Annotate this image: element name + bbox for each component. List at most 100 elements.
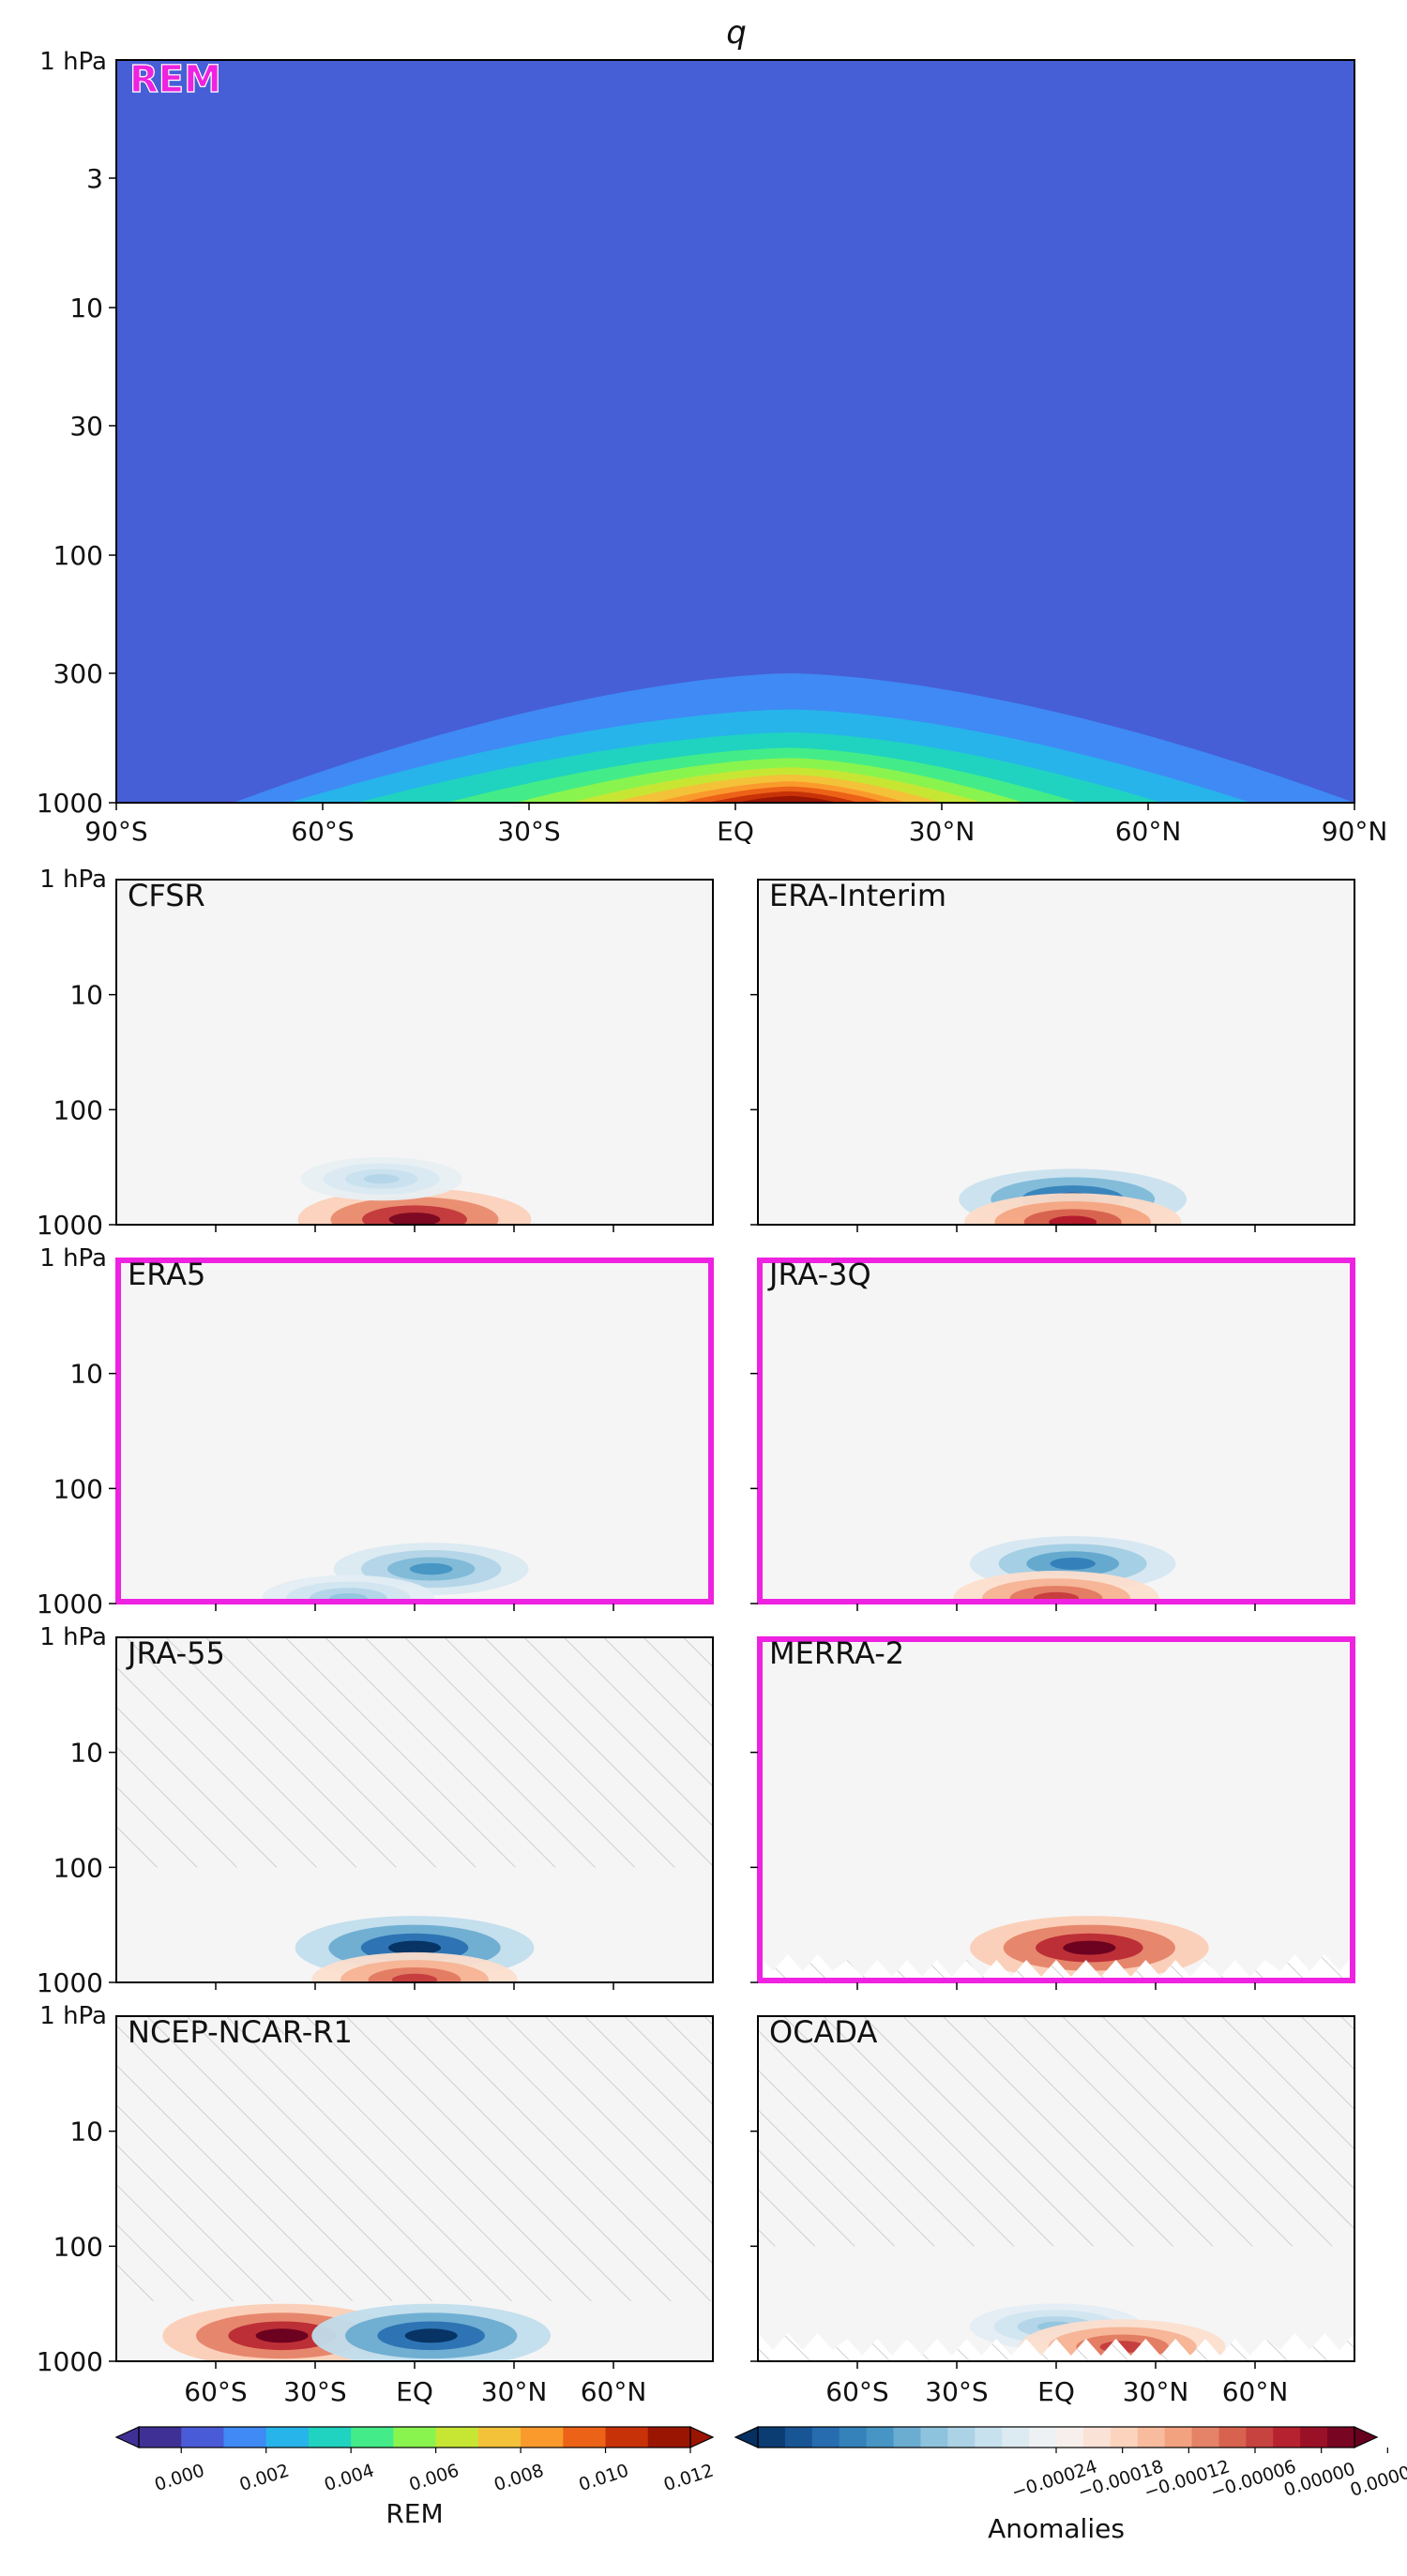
panel-label: CFSR bbox=[128, 878, 205, 913]
y-tick-label: 1 hPa bbox=[39, 48, 107, 76]
colorbar-segment bbox=[758, 2427, 786, 2448]
x-tick-label: 90°N bbox=[1322, 816, 1388, 847]
colorbar-extend-high bbox=[689, 2426, 715, 2448]
x-tick-label: 90°S bbox=[84, 816, 147, 847]
panel-label: JRA-3Q bbox=[767, 1257, 871, 1292]
colorbar-segment bbox=[1246, 2427, 1274, 2448]
colorbar-frame bbox=[138, 2426, 691, 2448]
colorbar-segment bbox=[1082, 2427, 1112, 2448]
anomaly-contour bbox=[391, 1973, 438, 1982]
colorbar-segment bbox=[308, 2427, 352, 2448]
panel-merra-2: MERRA-2 bbox=[750, 1635, 1355, 1990]
x-tick-label: 30°N bbox=[481, 2376, 548, 2407]
anomaly-contour bbox=[1050, 1558, 1096, 1570]
colorbar-segment bbox=[1218, 2427, 1247, 2448]
panel-label: ERA5 bbox=[128, 1257, 205, 1292]
panel-rem-label: REM bbox=[129, 58, 221, 101]
colorbar-segment bbox=[351, 2427, 394, 2448]
colorbar-segment bbox=[839, 2427, 868, 2448]
y-tick-label: 100 bbox=[53, 2231, 103, 2262]
x-tick-label: EQ bbox=[717, 816, 754, 847]
colorbar-label: Anomalies bbox=[988, 2513, 1125, 2544]
anomaly-contour bbox=[363, 1174, 400, 1184]
colorbar-segment bbox=[139, 2427, 182, 2448]
x-tick-label: 30°N bbox=[909, 816, 976, 847]
anomaly-contour bbox=[1063, 1940, 1116, 1955]
x-tick-label: 30°S bbox=[925, 2376, 988, 2407]
x-tick-label: 60°N bbox=[581, 2376, 647, 2407]
panel-ncep-ncar-r1: NCEP-NCAR-R1 1 hPa 10 100 1000 60°S 30°S EQ 30°N… bbox=[37, 2002, 714, 2407]
panel-era5: ERA5 1 hPa 10 100 1000 bbox=[37, 1244, 714, 1619]
colorbar-rem: 0.000 0.002 0.004 0.006 0.008 0.010 0.012 REM bbox=[114, 2426, 716, 2529]
y-tick-label: 1 hPa bbox=[39, 1244, 107, 1273]
colorbar-segment bbox=[563, 2427, 607, 2448]
hatched-region bbox=[758, 1954, 1354, 1982]
anomaly-contour bbox=[388, 1213, 441, 1225]
colorbar-segment bbox=[393, 2427, 437, 2448]
panel-label: MERRA-2 bbox=[769, 1635, 904, 1671]
x-tick-label: EQ bbox=[1037, 2376, 1075, 2407]
y-tick-label: 3 bbox=[86, 163, 103, 194]
colorbar-segment bbox=[605, 2427, 649, 2448]
x-tick-label: 30°S bbox=[497, 816, 560, 847]
y-tick-label: 100 bbox=[53, 1094, 103, 1125]
colorbar-tick-label: 0.008 bbox=[492, 2460, 547, 2495]
colorbar-segment bbox=[435, 2427, 479, 2448]
anomaly-contour bbox=[409, 1562, 453, 1575]
y-tick-label: 1000 bbox=[37, 1967, 103, 1998]
colorbar-tick-label: 0.002 bbox=[237, 2460, 293, 2495]
x-tick-label: EQ bbox=[396, 2376, 433, 2407]
colorbar-segment bbox=[181, 2427, 224, 2448]
y-tick-label: 100 bbox=[53, 1852, 103, 1883]
y-tick-label: 100 bbox=[53, 540, 103, 571]
panel-frame bbox=[757, 1258, 1355, 1604]
y-tick-label: 10 bbox=[69, 980, 103, 1011]
panel-cfsr: CFSR 1 hPa 10 100 1000 bbox=[37, 866, 714, 1241]
anomaly-contour bbox=[387, 1940, 442, 1955]
anomaly-contour bbox=[404, 2328, 458, 2343]
panel-frame bbox=[757, 1636, 1355, 1983]
x-tick-label: 30°S bbox=[283, 2376, 346, 2407]
colorbar-label: REM bbox=[386, 2498, 443, 2529]
y-tick-label: 10 bbox=[69, 2117, 103, 2147]
y-tick-label: 1 hPa bbox=[39, 1623, 107, 1651]
colorbar-extend-low bbox=[734, 2426, 759, 2448]
colorbar-segment bbox=[1164, 2427, 1193, 2448]
panel-label: OCADA bbox=[769, 2014, 878, 2050]
colorbar-segment bbox=[223, 2427, 267, 2448]
y-tick-label: 1000 bbox=[37, 1589, 103, 1619]
panel-label: NCEP-NCAR-R1 bbox=[128, 2014, 353, 2050]
x-tick-label: 60°N bbox=[1222, 2376, 1289, 2407]
colorbar-segment bbox=[1300, 2427, 1328, 2448]
colorbar-segment bbox=[1029, 2427, 1057, 2448]
colorbar-segment bbox=[1056, 2427, 1084, 2448]
colorbar-segment bbox=[647, 2427, 691, 2448]
x-tick-label: 60°S bbox=[291, 816, 354, 847]
colorbar-segment bbox=[1110, 2427, 1139, 2448]
colorbar-segment bbox=[1273, 2427, 1301, 2448]
x-tick-label: 60°S bbox=[184, 2376, 247, 2407]
colorbar-segment bbox=[1191, 2427, 1219, 2448]
hatched-region bbox=[758, 2333, 1354, 2361]
colorbar-tick-label: 0.000 bbox=[152, 2460, 207, 2495]
colorbar-tick-label: 0.004 bbox=[322, 2460, 377, 2495]
colorbar-segment bbox=[975, 2427, 1003, 2448]
figure-title: q bbox=[726, 14, 747, 52]
y-tick-label: 1000 bbox=[37, 788, 103, 819]
colorbar-segment bbox=[811, 2427, 840, 2448]
colorbar-segment bbox=[920, 2427, 948, 2448]
colorbar-anomalies: −0.00024−0.00018−0.00012−0.000060.000000… bbox=[734, 2426, 1407, 2544]
hatched-region bbox=[116, 1637, 713, 1868]
panel-jra-3q: JRA-3Q bbox=[750, 1257, 1355, 1611]
colorbar-segment bbox=[521, 2427, 564, 2448]
panel-jra-55: JRA-55 1 hPa 10 100 1000 bbox=[37, 1623, 714, 1998]
colorbar-tick-label: 0.00006 bbox=[1348, 2459, 1407, 2501]
colorbar-tick-label: 0.010 bbox=[576, 2460, 631, 2495]
colorbar-segment bbox=[1327, 2427, 1355, 2448]
y-tick-label: 300 bbox=[53, 658, 103, 689]
panel-era-interim: ERA-Interim bbox=[750, 878, 1355, 1232]
y-tick-label: 1 hPa bbox=[39, 866, 107, 894]
y-tick-label: 1000 bbox=[37, 1210, 103, 1241]
